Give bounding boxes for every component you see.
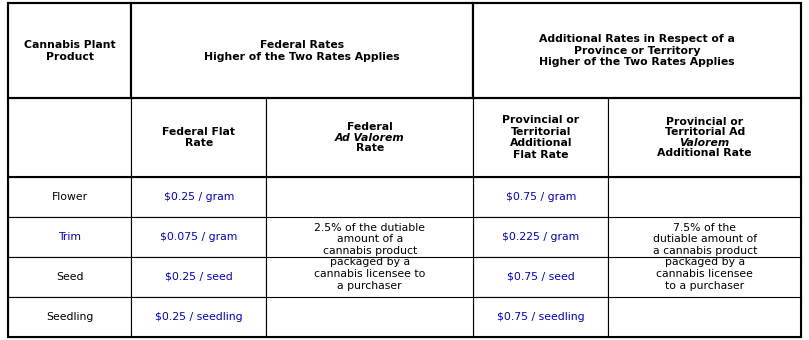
Bar xyxy=(608,98,801,177)
Bar xyxy=(131,3,473,98)
Bar xyxy=(473,98,608,177)
Bar xyxy=(473,257,608,296)
Bar xyxy=(8,217,131,257)
Text: Rate: Rate xyxy=(356,143,384,153)
Bar xyxy=(473,3,801,98)
Text: $0.25 / seed: $0.25 / seed xyxy=(165,272,233,282)
Bar xyxy=(473,177,608,217)
Text: Territorial Ad: Territorial Ad xyxy=(664,128,745,137)
Text: $0.75 / seed: $0.75 / seed xyxy=(507,272,574,282)
Bar xyxy=(131,296,266,337)
Text: $0.075 / gram: $0.075 / gram xyxy=(160,232,237,242)
Text: Seedling: Seedling xyxy=(46,311,93,322)
Bar xyxy=(8,3,131,98)
Text: Ad Valorem: Ad Valorem xyxy=(335,133,404,142)
Text: 7.5% of the
dutiable amount of
a cannabis product
packaged by a
cannabis license: 7.5% of the dutiable amount of a cannabi… xyxy=(653,223,757,291)
Text: Additional Rate: Additional Rate xyxy=(658,148,752,158)
Text: Provincial or: Provincial or xyxy=(666,117,743,127)
Text: Federal: Federal xyxy=(347,122,392,132)
Text: Valorem: Valorem xyxy=(680,138,730,148)
Bar xyxy=(131,217,266,257)
Bar xyxy=(266,177,473,337)
Bar xyxy=(608,177,801,337)
Text: Flower: Flower xyxy=(52,192,87,202)
Text: $0.25 / gram: $0.25 / gram xyxy=(163,192,234,202)
Text: $0.225 / gram: $0.225 / gram xyxy=(502,232,579,242)
Bar xyxy=(8,296,131,337)
Bar xyxy=(131,98,266,177)
Bar xyxy=(473,296,608,337)
Text: 2.5% of the dutiable
amount of a
cannabis product
packaged by a
cannabis license: 2.5% of the dutiable amount of a cannabi… xyxy=(314,223,426,291)
Bar xyxy=(8,98,131,177)
Text: Provincial or
Territorial
Additional
Flat Rate: Provincial or Territorial Additional Fla… xyxy=(502,115,579,160)
Bar xyxy=(8,257,131,296)
Bar xyxy=(473,217,608,257)
Bar xyxy=(8,177,131,217)
Text: $0.75 / gram: $0.75 / gram xyxy=(506,192,576,202)
Bar xyxy=(266,98,473,177)
Bar xyxy=(131,177,266,217)
Text: $0.25 / seedling: $0.25 / seedling xyxy=(155,311,243,322)
Bar xyxy=(131,257,266,296)
Text: Federal Flat
Rate: Federal Flat Rate xyxy=(163,127,235,148)
Text: Federal Rates
Higher of the Two Rates Applies: Federal Rates Higher of the Two Rates Ap… xyxy=(204,40,400,62)
Text: Cannabis Plant
Product: Cannabis Plant Product xyxy=(23,40,116,62)
Text: $0.75 / seedling: $0.75 / seedling xyxy=(497,311,585,322)
Text: Additional Rates in Respect of a
Province or Territory
Higher of the Two Rates A: Additional Rates in Respect of a Provinc… xyxy=(539,34,735,67)
Text: Seed: Seed xyxy=(56,272,83,282)
Text: Trim: Trim xyxy=(58,232,81,242)
